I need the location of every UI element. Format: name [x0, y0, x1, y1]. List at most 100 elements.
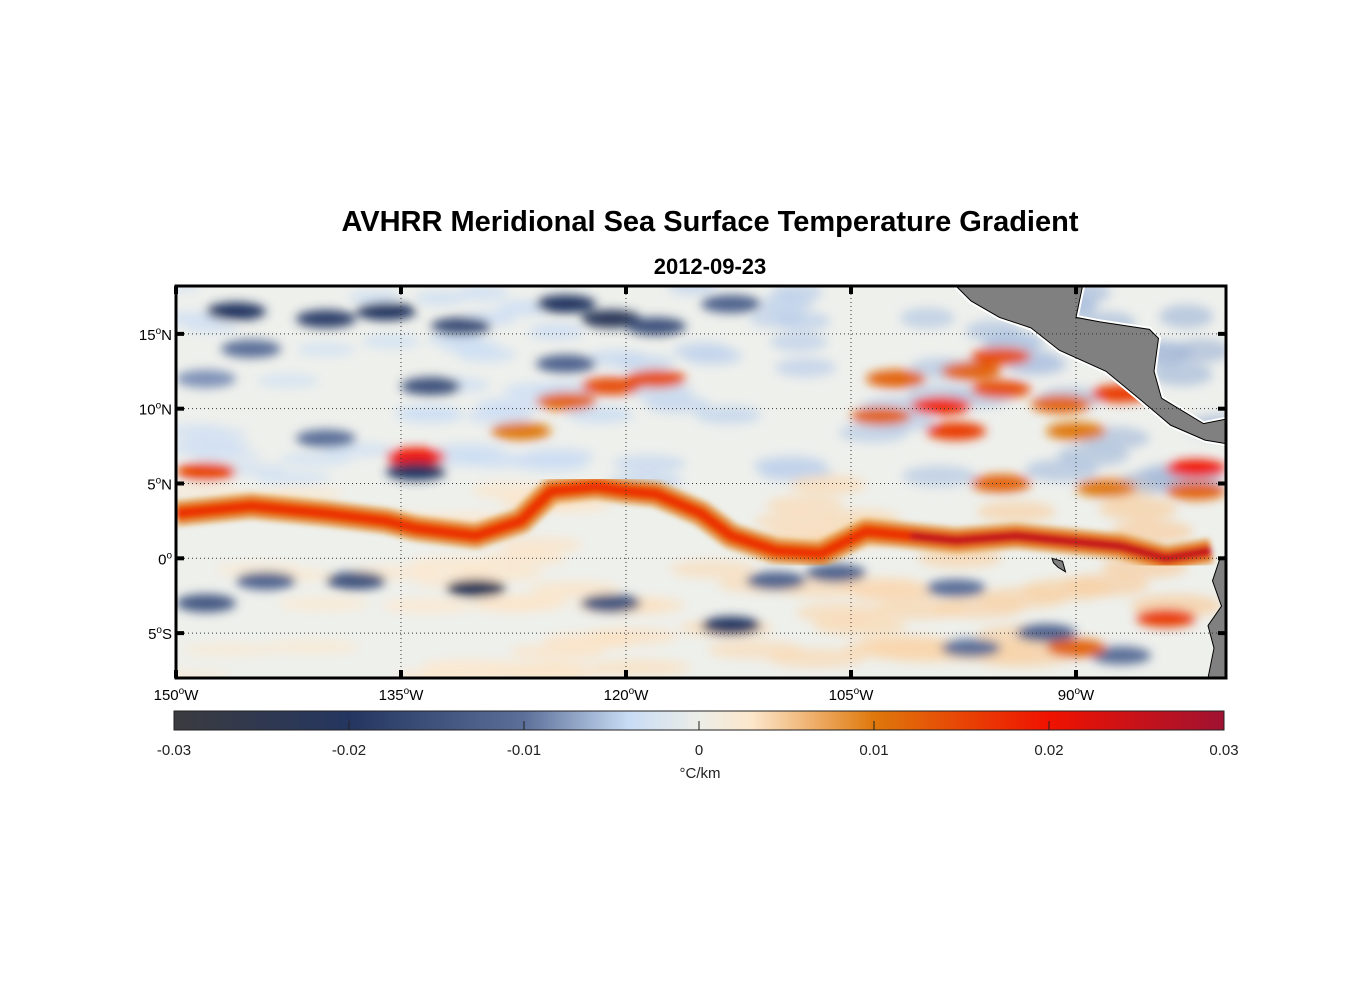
gradient-blob [296, 309, 356, 328]
field-patch [591, 659, 691, 677]
field-patch [266, 486, 344, 501]
field-patch [976, 500, 1056, 523]
gradient-blob [176, 594, 236, 613]
field-patch [382, 598, 474, 614]
gradient-blob [581, 594, 641, 613]
gradient-blob [431, 317, 491, 336]
field-patch [257, 374, 320, 388]
gradient-blob [1016, 624, 1076, 643]
lat-tick-label: 15oN [139, 326, 172, 344]
gradient-blob [386, 447, 446, 466]
colorbar-tick-label: 0 [695, 742, 703, 759]
field-patch [760, 293, 813, 313]
field-patch [522, 448, 594, 465]
land-mass [952, 286, 1226, 678]
gradient-blob [851, 407, 911, 426]
field-patch [1057, 443, 1130, 467]
field-patch [264, 640, 361, 654]
gradient-blob [536, 392, 596, 411]
colorbar: -0.03 -0.02 -0.01 0 0.01 0.02 0.03 °C/km [157, 710, 1239, 782]
field-patch [1021, 578, 1111, 601]
colorbar-tick-label: 0.01 [859, 742, 888, 759]
field-patch [397, 408, 464, 423]
gradient-blob [1031, 395, 1091, 414]
field-patch [667, 286, 718, 296]
lon-tick-label: 90oW [1058, 686, 1095, 704]
gradient-blob [866, 369, 926, 388]
field-patch [189, 449, 262, 463]
chart-title: AVHRR Meridional Sea Surface Temperature… [341, 206, 1079, 238]
colorbar-unit-label: °C/km [680, 765, 721, 782]
colorbar-tick-label: 0.02 [1034, 742, 1063, 759]
lat-tick-label: 0o​ [158, 550, 172, 568]
colorbar-tick-label: -0.02 [332, 742, 366, 759]
field-patch [279, 452, 352, 466]
gradient-blob [806, 564, 866, 583]
colorbar-tick-label: -0.03 [157, 742, 191, 759]
gradient-blob [236, 571, 296, 590]
field-patch [614, 354, 675, 372]
field-patch [770, 332, 828, 352]
gradient-blob [446, 579, 506, 598]
gradient-blob [701, 616, 761, 635]
lon-tick-label: 150oW [154, 686, 200, 704]
field-patch [508, 662, 608, 678]
field-patch [176, 670, 232, 678]
field-patch [176, 484, 241, 498]
field-patch [184, 321, 241, 335]
field-patch [441, 338, 500, 355]
south-america [1207, 555, 1226, 678]
gradient-blob [296, 429, 356, 448]
field-patch [542, 632, 639, 650]
gradient-blob [536, 354, 596, 373]
gradient-blob [941, 639, 1001, 658]
chart-subtitle: 2012-09-23 [653, 254, 767, 279]
field-patch [255, 471, 331, 485]
gradient-blob [1046, 639, 1106, 658]
field-patch [694, 405, 762, 425]
galapagos-islands [1051, 557, 1067, 573]
gradient-blob [206, 302, 266, 321]
gradient-blob [386, 462, 446, 481]
gradient-blob [926, 579, 986, 598]
gradient-blob [401, 377, 461, 396]
gradient-blob [971, 380, 1031, 399]
field-patch [414, 290, 467, 306]
lat-tick-label: 5oN [147, 475, 172, 493]
field-patch [790, 475, 866, 495]
front-core [910, 531, 1212, 563]
gradient-blob [1091, 646, 1151, 665]
gradient-blob [626, 317, 686, 336]
field-patch [362, 334, 420, 349]
field-patch [499, 536, 583, 554]
gradient-blob [356, 302, 416, 321]
gradient-blob [626, 369, 686, 388]
field-patch [457, 286, 509, 301]
field-patch [566, 406, 634, 424]
field-patch [178, 427, 248, 440]
gradient-blob [1076, 478, 1136, 497]
field-patch [181, 643, 279, 657]
field-patch [397, 668, 497, 678]
field-patch [348, 290, 400, 305]
gradient-blob [1046, 422, 1106, 441]
field-patch [278, 597, 369, 611]
field-patch [1098, 497, 1178, 521]
field-patch [409, 556, 495, 572]
field-patch [1151, 362, 1213, 386]
gradient-blob [1166, 481, 1226, 500]
field-patch [530, 581, 620, 598]
field-patch [528, 323, 585, 340]
field-patch [1159, 304, 1214, 329]
field-patch [849, 582, 939, 603]
field-patch [775, 311, 831, 331]
gradient-blob [1136, 609, 1196, 628]
field-patch [754, 512, 835, 532]
field-patch [613, 454, 686, 473]
field-patch [902, 465, 977, 487]
field-patch [767, 648, 865, 668]
field-patch [479, 594, 570, 611]
colorbar-tick-label: -0.01 [507, 742, 541, 759]
gradient-blob [701, 294, 761, 313]
field-patch [1172, 339, 1226, 363]
